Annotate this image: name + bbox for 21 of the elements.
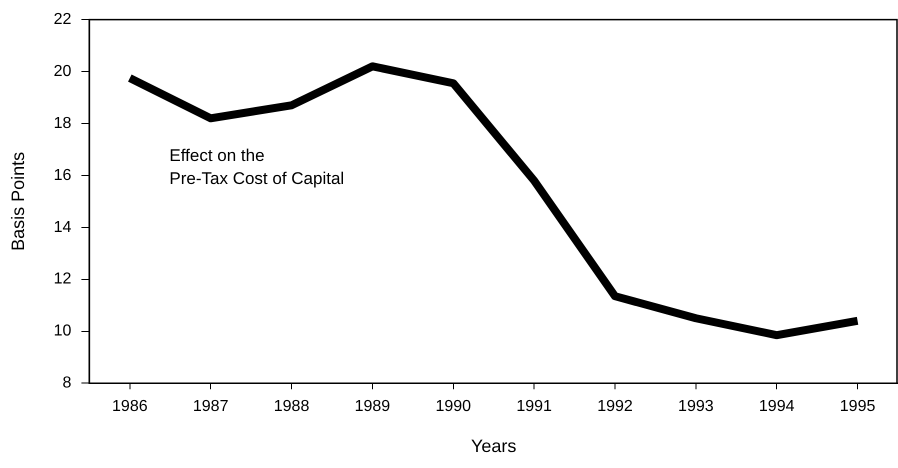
y-tick-label: 22: [54, 11, 72, 28]
y-tick-label: 10: [54, 322, 72, 340]
y-tick-label: 20: [54, 62, 72, 80]
x-tick-label: 1990: [435, 398, 472, 416]
y-tick-label: 18: [54, 114, 72, 132]
y-tick-label: 14: [54, 218, 72, 236]
x-tick-label: 1987: [192, 398, 229, 416]
y-tick-label: 8: [62, 374, 72, 392]
y-tick-label: 16: [54, 166, 72, 184]
y-tick-label: 12: [54, 270, 72, 288]
x-tick-label: 1993: [678, 398, 714, 416]
x-tick-label: 1994: [758, 398, 795, 416]
x-tick-label: 1989: [354, 398, 390, 416]
annotation: Effect on the Pre-Tax Cost of Capital: [169, 146, 344, 188]
x-tick-label: 1992: [597, 398, 633, 416]
x-tick-label: 1995: [840, 398, 876, 416]
y-axis-title: Basis Points: [8, 152, 28, 251]
x-axis-title: Years: [471, 436, 516, 456]
x-tick-label: 1988: [274, 398, 310, 416]
x-tick-label: 1986: [112, 398, 148, 416]
x-tick-label: 1991: [516, 398, 552, 416]
